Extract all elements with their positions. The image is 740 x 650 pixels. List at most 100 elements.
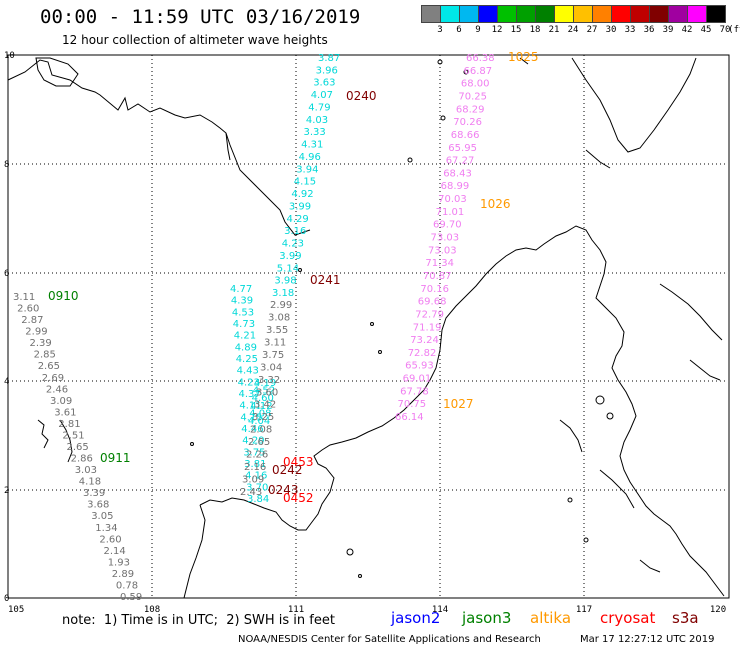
pass-time-label: 0240 [346, 89, 377, 103]
wave-height-value: 2.85 [34, 350, 56, 361]
x-tick-label: 111 [288, 605, 304, 615]
wave-height-value: 70.25 [458, 92, 487, 103]
wave-height-value: 4.07 [311, 90, 333, 101]
x-tick-label: 117 [576, 605, 592, 615]
legend-label: 27 [586, 25, 598, 35]
legend-label: 9 [475, 25, 481, 35]
wave-height-value: 3.70 [246, 482, 268, 493]
wave-height-value: 70.87 [423, 271, 452, 282]
wave-height-value: 66.87 [464, 66, 493, 77]
wave-height-value: 72.79 [415, 309, 444, 320]
wave-height-value: 4.46 [241, 424, 263, 435]
wave-height-value: 2.60 [17, 304, 39, 315]
wave-height-value: 2.86 [71, 454, 93, 465]
wave-height-value: 3.68 [87, 500, 109, 511]
pass-time-label: 0242 [272, 463, 303, 477]
satellite-altika: altika [530, 609, 572, 627]
legend-label: 6 [456, 25, 462, 35]
wave-height-value: 3.42 [254, 400, 276, 411]
pass-time-label: 0241 [310, 273, 341, 287]
wave-height-value: 2.99 [25, 327, 47, 338]
wave-height-value: 2.39 [30, 338, 52, 349]
legend-label: 30 [605, 25, 617, 35]
wave-height-value: 71.01 [436, 207, 465, 218]
wave-height-value: 4.08 [249, 408, 271, 419]
wave-height-value: 73.03 [431, 233, 460, 244]
wave-height-value: 69.68 [418, 297, 447, 308]
wave-height-value: 3.75 [262, 350, 284, 361]
wave-height-value: 3.96 [316, 65, 338, 76]
x-tick-label: 120 [710, 605, 726, 615]
timestamp: Mar 17 12:27:12 UTC 2019 [580, 634, 715, 645]
wave-height-value: 68.00 [461, 79, 490, 90]
wave-height-value: 3.55 [266, 325, 288, 336]
wave-height-tracks: 3.873.96 3.634.07 4.794.033.33 4.314.963.94… [13, 53, 495, 603]
wave-height-value: 68.66 [451, 130, 480, 141]
wave-height-value: 72.82 [408, 348, 437, 359]
wave-height-value: 3.99 [289, 201, 311, 212]
wave-height-value: 3.63 [313, 78, 335, 89]
legend-label: 42 [681, 25, 693, 35]
wave-height-value: 4.12 [250, 401, 272, 412]
wave-height-value: 3.09 [242, 475, 264, 486]
pass-time-label: 0910 [48, 289, 79, 303]
legend-swatch [706, 5, 726, 23]
wave-height-value: 68.29 [456, 104, 485, 115]
wave-height-value: 2.65 [38, 361, 60, 372]
satellite-cryosat: cryosat [600, 609, 656, 627]
wave-height-value: 66.38 [466, 53, 495, 64]
wave-height-value: 65.95 [448, 143, 477, 154]
wave-height-value: 3.32 [258, 375, 280, 386]
map-subtitle: 12 hour collection of altimeter wave hei… [62, 33, 328, 47]
wave-height-value: 3.98 [274, 276, 296, 287]
credit-line: NOAA/NESDIS Center for Satellite Applica… [238, 634, 541, 645]
wave-height-value: 2.51 [62, 431, 84, 442]
wave-height-value: 4.19 [254, 378, 276, 389]
wave-height-value: 3.04 [260, 362, 282, 373]
y-tick-label: 4 [4, 377, 9, 387]
legend-label: 3 [437, 25, 443, 35]
legend-label: 36 [643, 25, 655, 35]
wave-height-value: 4.96 [299, 152, 321, 163]
wave-height-value: 1.93 [108, 557, 130, 568]
legend-label: 15 [510, 25, 522, 35]
wave-height-value: 5.14 [277, 263, 299, 274]
y-tick-label: 10 [4, 51, 15, 61]
wave-height-value: 3.99 [279, 251, 301, 262]
wave-height-value: 2.14 [104, 546, 126, 557]
wave-height-value: 4.18 [79, 477, 101, 488]
wave-height-value: 71.34 [425, 258, 454, 269]
wave-height-value: 3.84 [247, 494, 269, 505]
wave-height-value: 69.70 [433, 220, 462, 231]
wave-height-value: 70.03 [438, 194, 467, 205]
wave-height-value: 65.93 [405, 361, 434, 372]
wave-height-value: 2.26 [246, 450, 268, 461]
wave-height-value: 2.16 [244, 462, 266, 473]
wave-height-value: 4.53 [232, 307, 254, 318]
legend-label: 24 [567, 25, 579, 35]
legend-label: 33 [624, 25, 636, 35]
wave-height-value: 2.08 [250, 425, 272, 436]
wave-height-value: 4.39 [231, 296, 253, 307]
wave-height-value: 4.29 [287, 214, 309, 225]
pass-time-label: 0911 [100, 451, 131, 465]
axis-labels: 105 108 111 114 117 120 0 2 4 6 8 10 [4, 51, 726, 615]
wave-height-value: 4.89 [235, 342, 257, 353]
wave-height-value: 4.23 [238, 377, 260, 388]
wave-height-value: 3.08 [268, 313, 290, 324]
wave-height-value: 3.18 [272, 288, 294, 299]
wave-height-value: 4.92 [291, 189, 313, 200]
wave-height-value: 3.75 [243, 447, 265, 458]
y-tick-label: 2 [4, 486, 9, 496]
wave-height-value: 2.60 [99, 534, 121, 545]
wave-height-value: 2.65 [67, 442, 89, 453]
wave-height-value: 3.16 [284, 226, 306, 237]
wave-height-value: 3.81 [244, 459, 266, 470]
wave-height-value: 3.60 [256, 387, 278, 398]
wave-height-value: 68.43 [443, 168, 472, 179]
wave-height-value: 4.16 [245, 471, 267, 482]
pass-time-label: 0452 [283, 491, 314, 505]
wave-height-value: 4.43 [237, 366, 259, 377]
